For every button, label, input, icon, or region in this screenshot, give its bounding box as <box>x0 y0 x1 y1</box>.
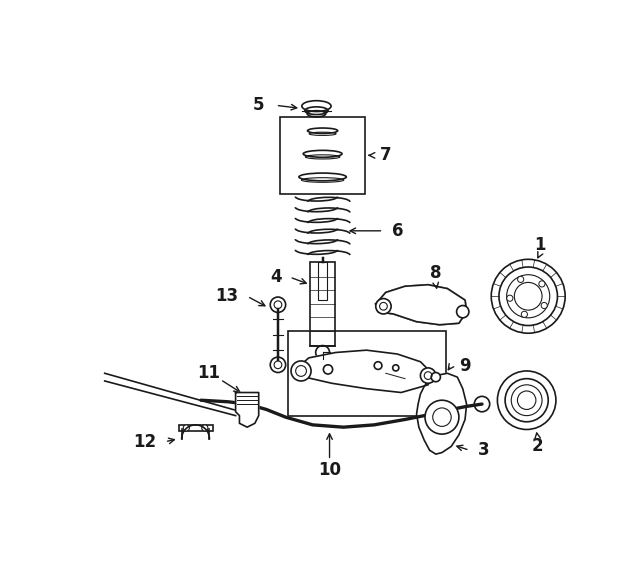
Circle shape <box>497 371 556 430</box>
Circle shape <box>270 297 285 312</box>
Text: 12: 12 <box>133 433 156 451</box>
Circle shape <box>376 298 391 314</box>
Text: 9: 9 <box>460 357 471 374</box>
Circle shape <box>270 357 285 373</box>
Circle shape <box>518 276 524 282</box>
Circle shape <box>474 396 490 412</box>
Polygon shape <box>296 350 432 392</box>
Bar <box>318 262 327 300</box>
Circle shape <box>202 425 208 431</box>
Bar <box>280 117 365 194</box>
Circle shape <box>431 373 440 382</box>
Bar <box>288 331 446 416</box>
Circle shape <box>183 425 189 431</box>
Circle shape <box>323 365 333 374</box>
Circle shape <box>521 311 527 317</box>
Text: 7: 7 <box>380 146 392 164</box>
Polygon shape <box>376 285 467 325</box>
Circle shape <box>420 368 436 383</box>
Polygon shape <box>236 392 259 427</box>
Circle shape <box>539 281 545 287</box>
Text: 11: 11 <box>197 364 220 382</box>
Text: 8: 8 <box>430 264 442 282</box>
Circle shape <box>374 362 382 369</box>
Text: 1: 1 <box>534 236 545 253</box>
Text: 6: 6 <box>392 222 403 240</box>
Text: 3: 3 <box>477 441 490 459</box>
Text: 10: 10 <box>318 461 341 479</box>
Circle shape <box>507 295 513 301</box>
Circle shape <box>393 365 399 371</box>
Text: 5: 5 <box>253 96 264 114</box>
Text: 13: 13 <box>215 287 238 305</box>
Bar <box>179 425 212 431</box>
Bar <box>310 262 335 346</box>
Polygon shape <box>417 373 467 454</box>
Circle shape <box>541 302 547 309</box>
Circle shape <box>425 400 459 434</box>
Text: 4: 4 <box>270 268 282 286</box>
Circle shape <box>456 305 469 318</box>
Circle shape <box>492 259 565 334</box>
Text: 2: 2 <box>532 437 543 456</box>
Circle shape <box>291 361 311 381</box>
